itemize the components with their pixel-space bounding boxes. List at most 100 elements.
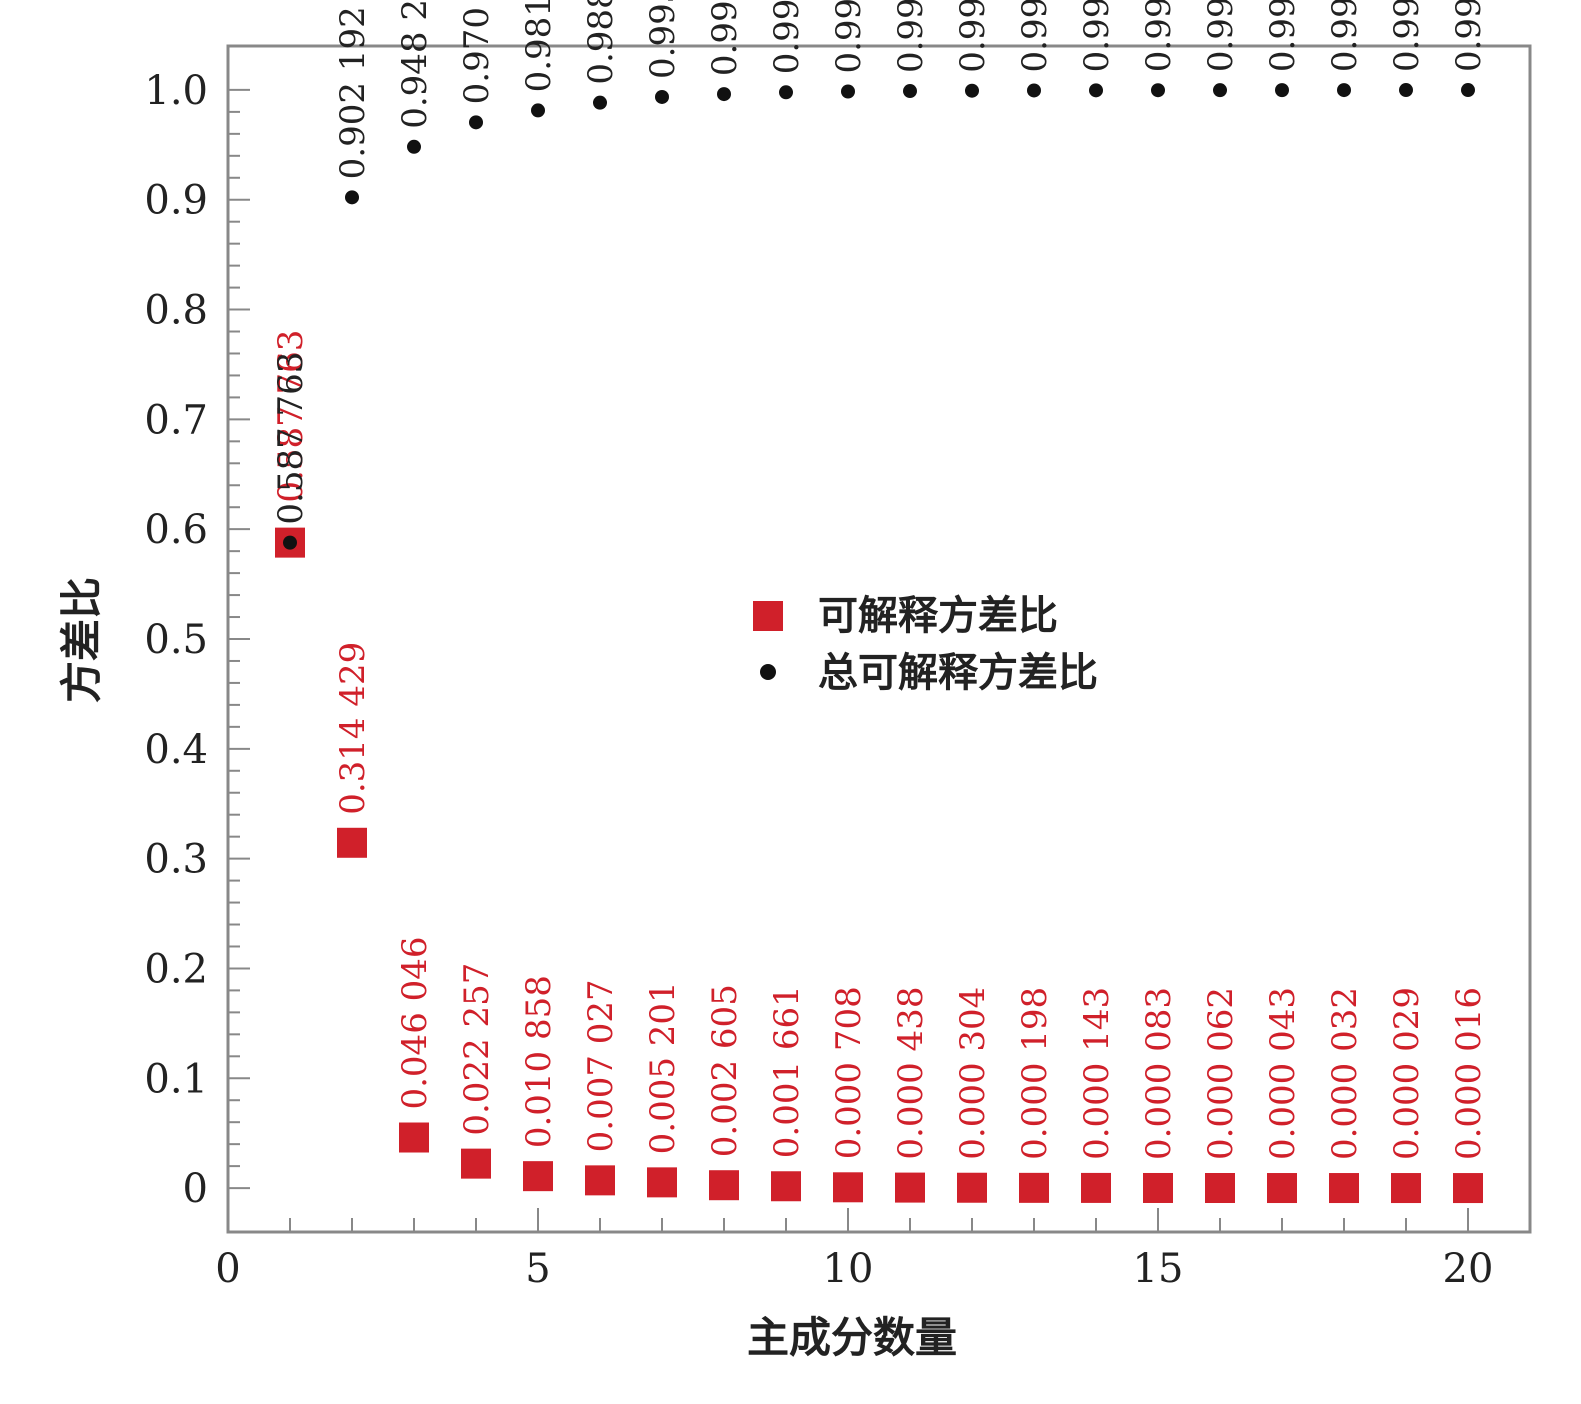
cumulative-variance-dot xyxy=(1089,83,1103,98)
cumulative-variance-dot xyxy=(1399,83,1413,98)
explained-variance-square xyxy=(399,1122,429,1153)
cumulative-variance-label: 0.999 906 xyxy=(1449,0,1489,72)
explained-variance-square xyxy=(957,1172,987,1203)
explained-variance-label: 0.000 304 xyxy=(953,987,993,1160)
explained-variance-square xyxy=(895,1172,925,1203)
cumulative-variance-dot xyxy=(407,139,421,154)
y-tick-label: 0.8 xyxy=(144,288,208,334)
y-tick-label: 0.3 xyxy=(144,837,208,883)
cumulative-variance-label: 0.902 192 xyxy=(333,6,373,179)
cumulative-variance-dot xyxy=(593,95,607,110)
cumulative-variance-dot xyxy=(345,190,359,205)
x-axis-title: 主成分数量 xyxy=(747,1313,957,1362)
cumulative-variance-dot xyxy=(1337,83,1351,98)
explained-variance-label: 0.000 043 xyxy=(1263,987,1303,1160)
explained-variance-square xyxy=(647,1167,677,1198)
data-marks xyxy=(275,83,1483,1204)
data-labels: 0.587 763 0.314 429 0.046 046 0.022 257 0.01… xyxy=(271,0,1489,1160)
y-tick-label: 0.9 xyxy=(144,178,208,224)
cumulative-variance-label: 0.999 786 xyxy=(1201,0,1241,72)
y-tick-label: 0.5 xyxy=(144,617,208,663)
cumulative-variance-dot xyxy=(965,83,979,98)
explained-variance-square xyxy=(461,1148,491,1179)
explained-variance-square xyxy=(1205,1173,1235,1204)
cumulative-variance-label: 0.970 496 xyxy=(457,0,497,104)
explained-variance-label: 0.046 046 xyxy=(395,936,435,1109)
cumulative-variance-label: 0.998 557 xyxy=(829,0,869,74)
explained-variance-label: 0.001 661 xyxy=(767,985,807,1158)
cumulative-variance-dot xyxy=(1027,83,1041,98)
explained-variance-square xyxy=(523,1161,553,1192)
x-axis: 0 5 10 15 20 xyxy=(215,1208,1493,1292)
cumulative-variance-label: 0.981 354 xyxy=(519,0,559,92)
x-tick-label: 15 xyxy=(1133,1246,1184,1292)
explained-variance-label: 0.000 029 xyxy=(1387,987,1427,1160)
cumulative-variance-dot xyxy=(779,85,793,100)
y-tick-label: 0.1 xyxy=(144,1056,208,1102)
explained-variance-label: 0.002 605 xyxy=(705,984,745,1157)
cumulative-variance-dot xyxy=(1461,83,1475,98)
cumulative-variance-label: 0.999 498 xyxy=(1015,0,1055,72)
explained-variance-label: 0.000 143 xyxy=(1077,987,1117,1160)
cumulative-variance-label: 0.999 829 xyxy=(1263,0,1303,72)
cumulative-variance-dot xyxy=(903,84,917,99)
explained-variance-square xyxy=(1453,1173,1483,1204)
explained-variance-square xyxy=(1329,1173,1359,1204)
explained-variance-label: 0.007 027 xyxy=(581,979,621,1152)
explained-variance-square xyxy=(1081,1172,1111,1203)
explained-variance-label: 0.010 858 xyxy=(519,975,559,1148)
cumulative-variance-label: 0.996 188 xyxy=(705,0,745,76)
explained-variance-label: 0.000 708 xyxy=(829,986,869,1159)
explained-variance-label: 0.314 429 xyxy=(333,642,373,815)
cumulative-variance-label: 0.999 640 xyxy=(1077,0,1117,72)
explained-variance-square xyxy=(337,827,367,858)
cumulative-variance-label: 0.948 238 xyxy=(395,0,435,129)
cumulative-variance-dot xyxy=(283,535,297,550)
explained-variance-label: 0.000 032 xyxy=(1325,987,1365,1160)
explained-variance-square xyxy=(1391,1173,1421,1204)
y-tick-label: 0.2 xyxy=(144,946,208,992)
explained-variance-label: 0.587 763 xyxy=(271,330,311,503)
explained-variance-square xyxy=(585,1165,615,1196)
cumulative-variance-dot xyxy=(469,115,483,130)
explained-variance-label: 0.000 083 xyxy=(1139,987,1179,1160)
y-tick-label: 0.6 xyxy=(144,507,208,553)
cumulative-variance-dot xyxy=(655,89,669,104)
legend-square-swatch xyxy=(753,601,783,631)
cumulative-variance-label: 0.993 583 xyxy=(643,0,683,79)
cumulative-variance-dot xyxy=(531,103,545,118)
y-tick-label: 1.0 xyxy=(144,68,208,114)
legend-label-cumulative: 总可解释方差比 xyxy=(818,650,1098,696)
cumulative-variance-dot xyxy=(1275,83,1289,98)
legend: 可解释方差比 总可解释方差比 xyxy=(753,593,1098,696)
explained-variance-label: 0.000 016 xyxy=(1449,987,1489,1160)
explained-variance-square xyxy=(1267,1173,1297,1204)
x-tick-label: 5 xyxy=(525,1246,550,1292)
explained-variance-square xyxy=(1019,1172,1049,1203)
explained-variance-label: 0.005 201 xyxy=(643,981,683,1154)
x-tick-label: 0 xyxy=(215,1246,240,1292)
cumulative-variance-label: 0.988 381 xyxy=(581,0,621,85)
explained-variance-label: 0.022 257 xyxy=(457,963,497,1136)
cumulative-variance-label: 0.999 724 xyxy=(1139,0,1179,72)
explained-variance-square xyxy=(1143,1172,1173,1203)
cumulative-variance-label: 0.999 890 xyxy=(1387,0,1427,72)
explained-variance-label: 0.000 438 xyxy=(891,987,931,1160)
y-axis: 0 0.1 0.2 0.3 0.4 0.5 0.6 0.7 0.8 0.9 1.0 xyxy=(144,68,250,1212)
explained-variance-square xyxy=(709,1170,739,1201)
cumulative-variance-label: 0.999 861 xyxy=(1325,0,1365,72)
cumulative-variance-dot xyxy=(717,87,731,102)
cumulative-variance-dot xyxy=(841,84,855,99)
explained-variance-label: 0.000 198 xyxy=(1015,987,1055,1160)
y-tick-label: 0.7 xyxy=(144,397,208,443)
explained-variance-square xyxy=(771,1171,801,1202)
cumulative-variance-label: 0.998 995 xyxy=(891,0,931,73)
x-tick-label: 20 xyxy=(1443,1246,1494,1292)
explained-variance-square xyxy=(833,1172,863,1203)
cumulative-variance-label: 0.999 300 xyxy=(953,0,993,73)
x-tick-label: 10 xyxy=(823,1246,874,1292)
y-axis-title: 方差比 xyxy=(57,577,106,703)
cumulative-variance-dot xyxy=(1213,83,1227,98)
cumulative-variance-dot xyxy=(1151,83,1165,98)
